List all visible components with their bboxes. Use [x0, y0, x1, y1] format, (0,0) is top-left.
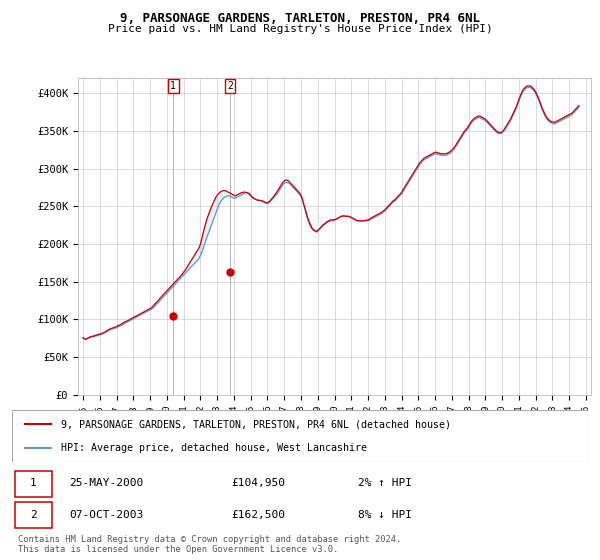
Text: £162,500: £162,500 — [231, 510, 285, 520]
Text: 1: 1 — [30, 478, 37, 488]
Text: Contains HM Land Registry data © Crown copyright and database right 2024.
This d: Contains HM Land Registry data © Crown c… — [18, 535, 401, 554]
Text: 8% ↓ HPI: 8% ↓ HPI — [358, 510, 412, 520]
Text: £104,950: £104,950 — [231, 478, 285, 488]
FancyBboxPatch shape — [12, 410, 588, 462]
FancyBboxPatch shape — [15, 502, 52, 528]
Text: Price paid vs. HM Land Registry's House Price Index (HPI): Price paid vs. HM Land Registry's House … — [107, 24, 493, 34]
Text: 25-MAY-2000: 25-MAY-2000 — [70, 478, 144, 488]
Text: HPI: Average price, detached house, West Lancashire: HPI: Average price, detached house, West… — [61, 443, 367, 453]
Text: 2: 2 — [30, 510, 37, 520]
Text: 2: 2 — [227, 81, 233, 91]
FancyBboxPatch shape — [15, 471, 52, 497]
Text: 2% ↑ HPI: 2% ↑ HPI — [358, 478, 412, 488]
Text: 9, PARSONAGE GARDENS, TARLETON, PRESTON, PR4 6NL: 9, PARSONAGE GARDENS, TARLETON, PRESTON,… — [120, 12, 480, 25]
Text: 1: 1 — [170, 81, 176, 91]
Text: 9, PARSONAGE GARDENS, TARLETON, PRESTON, PR4 6NL (detached house): 9, PARSONAGE GARDENS, TARLETON, PRESTON,… — [61, 419, 451, 430]
Text: 07-OCT-2003: 07-OCT-2003 — [70, 510, 144, 520]
